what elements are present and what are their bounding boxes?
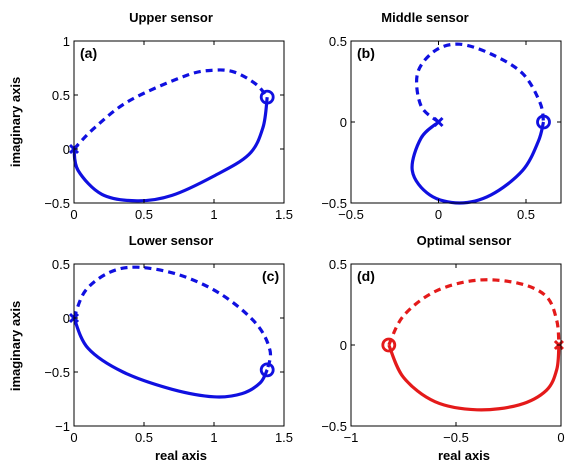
circle-marker	[259, 89, 275, 105]
y-tick-label: 0.5	[329, 257, 347, 272]
axes-box	[73, 263, 285, 427]
x-tick-label: 0	[557, 430, 564, 445]
y-tick-label: 0	[63, 142, 70, 157]
cross-stroke	[433, 116, 444, 128]
dashed-curve	[387, 278, 561, 346]
x-tick-label: 0	[70, 207, 77, 222]
y-tick-label: −1	[55, 419, 70, 434]
axes-box	[350, 40, 562, 204]
panel-label: (b)	[357, 45, 375, 61]
y-tick-label: 1	[63, 34, 70, 49]
x-tick-label: 1.5	[275, 430, 293, 445]
y-tick-label: 0	[63, 311, 70, 326]
x-tick-label: 0	[435, 207, 442, 222]
panel-label: (c)	[262, 268, 279, 284]
circle-marker	[536, 114, 551, 130]
plot-area: 0 0.5 1 1.5−0.500.51	[44, 34, 293, 222]
panel-middle-sensor: Middle sensor (b) −0.5 0 0.5 −0.5 0 0.5	[321, 10, 562, 222]
panel-label: (a)	[80, 45, 97, 61]
y-tick-label: −0.5	[321, 196, 347, 211]
y-tick-label: −0.5	[321, 419, 347, 434]
y-tick-label: 0.5	[329, 34, 347, 49]
dashed-curve	[414, 42, 546, 124]
y-tick-label: 0	[340, 338, 347, 353]
x-axis-label: real axis	[438, 448, 490, 463]
dashed-curve	[72, 265, 273, 371]
x-tick-label: 0	[70, 430, 77, 445]
solid-curve	[72, 317, 269, 399]
cross-marker	[433, 116, 444, 128]
x-tick-label: 0.5	[517, 207, 535, 222]
plot-area: 0 0.5 1 1.5 −1 −0.5 0 0.5	[44, 257, 293, 445]
plot-area: −1 −0.5 0−0.500.5	[321, 257, 564, 445]
x-tick-label: 1	[210, 207, 217, 222]
x-tick-label: −0.5	[338, 207, 364, 222]
y-tick-label: −0.5	[44, 196, 70, 211]
y-axis-label: imaginary axis	[8, 77, 23, 167]
panel-upper-sensor: Upper sensor (a) imaginary axis 0 0.5 1 1.5…	[8, 10, 293, 222]
plot-area: −0.5 0 0.5 −0.5 0 0.5	[321, 34, 562, 222]
panel-label: (d)	[357, 268, 375, 284]
x-tick-label: 0.5	[135, 430, 153, 445]
panel-lower-sensor: Lower sensor (c) imaginary axis real axi…	[8, 233, 293, 463]
x-tick-label: 0.5	[135, 207, 153, 222]
solid-curve	[410, 120, 546, 205]
chart-title: Middle sensor	[381, 10, 468, 25]
circle-marker	[259, 362, 275, 378]
chart-title: Optimal sensor	[417, 233, 512, 248]
chart-title: Lower sensor	[129, 233, 214, 248]
panel-optimal-sensor: Optimal sensor (d) real axis −1 −0.5 0−0.5…	[321, 233, 564, 463]
y-tick-label: 0	[340, 115, 347, 130]
y-axis-label: imaginary axis	[8, 301, 23, 391]
y-tick-label: 0.5	[52, 257, 70, 272]
solid-curve	[72, 96, 269, 203]
x-tick-label: −0.5	[443, 430, 469, 445]
solid-curve	[387, 344, 561, 412]
circle-marker	[381, 337, 397, 353]
axes-box	[73, 40, 285, 204]
x-tick-label: −1	[344, 430, 359, 445]
x-tick-label: 1.5	[275, 207, 293, 222]
y-tick-label: −0.5	[44, 365, 70, 380]
chart-title: Upper sensor	[129, 10, 213, 25]
y-tick-label: 0.5	[52, 88, 70, 103]
dashed-curve	[72, 68, 269, 151]
x-tick-label: 1	[210, 430, 217, 445]
x-axis-label: real axis	[155, 448, 207, 463]
